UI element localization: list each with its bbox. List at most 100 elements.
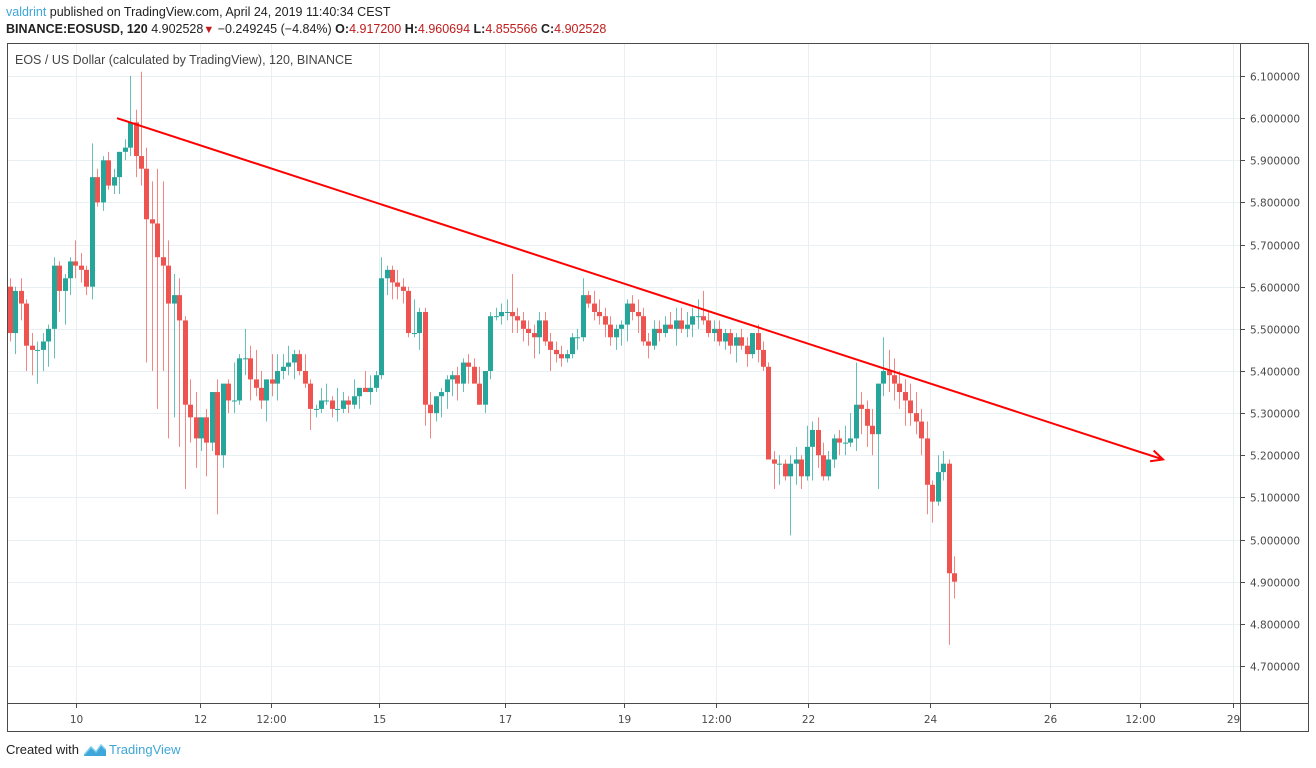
candle[interactable] <box>897 370 902 409</box>
candle[interactable] <box>199 417 204 452</box>
candle[interactable] <box>30 333 35 376</box>
candle[interactable] <box>281 354 286 380</box>
candle[interactable] <box>101 156 106 211</box>
candle[interactable] <box>565 349 570 363</box>
candle[interactable] <box>668 311 673 329</box>
candle[interactable] <box>188 379 193 443</box>
candle[interactable] <box>483 370 488 414</box>
candle[interactable] <box>608 316 613 346</box>
candle[interactable] <box>581 278 586 342</box>
candle[interactable] <box>183 316 188 489</box>
candle[interactable] <box>379 257 384 380</box>
candle[interactable] <box>788 455 793 536</box>
candle[interactable] <box>848 413 853 447</box>
candle[interactable] <box>46 324 51 367</box>
candle[interactable] <box>466 354 471 384</box>
candle[interactable] <box>84 265 89 296</box>
trendline-segment[interactable] <box>116 117 1164 461</box>
candle[interactable] <box>8 278 13 342</box>
candle[interactable] <box>128 76 133 157</box>
candle[interactable] <box>947 459 952 645</box>
candle[interactable] <box>254 349 259 397</box>
candle[interactable] <box>739 328 744 350</box>
candle[interactable] <box>428 392 433 439</box>
candle[interactable] <box>248 345 253 401</box>
candle[interactable] <box>548 333 553 371</box>
candle[interactable] <box>908 383 913 426</box>
candle[interactable] <box>226 379 231 414</box>
candle[interactable] <box>636 299 641 334</box>
candle[interactable] <box>237 354 242 405</box>
candle[interactable] <box>395 269 400 300</box>
candle[interactable] <box>575 328 580 350</box>
candle[interactable] <box>264 379 269 422</box>
candle[interactable] <box>63 274 68 325</box>
candle[interactable] <box>723 328 728 350</box>
candle[interactable] <box>488 311 493 380</box>
candle[interactable] <box>477 366 482 405</box>
candle[interactable] <box>936 455 941 506</box>
candle[interactable] <box>499 303 504 325</box>
candle[interactable] <box>521 311 526 342</box>
candle[interactable] <box>324 383 329 405</box>
candle[interactable] <box>139 71 144 186</box>
candle[interactable] <box>881 337 886 397</box>
candle[interactable] <box>155 168 160 409</box>
candle[interactable] <box>243 328 248 376</box>
candle[interactable] <box>123 139 128 161</box>
trendline[interactable] <box>116 117 1166 463</box>
candle[interactable] <box>259 370 264 409</box>
candle[interactable] <box>663 316 668 338</box>
candle[interactable] <box>777 455 782 485</box>
candle[interactable] <box>286 345 291 376</box>
candle[interactable] <box>292 349 297 380</box>
candle[interactable] <box>106 151 111 190</box>
candle[interactable] <box>112 168 117 194</box>
candlestick-chart[interactable]: 6.100000 6.000000 5.900000 5.800000 5.700000… <box>0 0 1316 740</box>
candle[interactable] <box>532 324 537 359</box>
candle[interactable] <box>341 392 346 414</box>
candle[interactable] <box>952 556 957 599</box>
candle[interactable] <box>335 387 340 422</box>
candle[interactable] <box>297 349 302 376</box>
candle[interactable] <box>439 387 444 418</box>
candle[interactable] <box>330 396 335 418</box>
candle[interactable] <box>597 299 602 325</box>
candle[interactable] <box>79 252 84 283</box>
candle[interactable] <box>537 311 542 355</box>
candle[interactable] <box>423 307 428 426</box>
time-axis[interactable]: 10 12 12:00 15 17 19 12:00 22 24 26 12:00 29 <box>70 703 1240 726</box>
candle[interactable] <box>308 379 313 430</box>
candle[interactable] <box>930 480 935 523</box>
candle[interactable] <box>706 311 711 338</box>
candle[interactable] <box>837 429 842 456</box>
candle[interactable] <box>52 257 57 359</box>
candle[interactable] <box>35 341 40 384</box>
candle[interactable] <box>41 333 46 371</box>
candle[interactable] <box>357 387 362 409</box>
candle[interactable] <box>417 307 422 350</box>
candle[interactable] <box>641 307 646 346</box>
candle[interactable] <box>385 265 390 296</box>
candle[interactable] <box>406 286 411 338</box>
candle[interactable] <box>843 425 848 456</box>
candle[interactable] <box>526 320 531 346</box>
candle[interactable] <box>859 392 864 435</box>
candle[interactable] <box>794 446 799 485</box>
candle[interactable] <box>701 290 706 325</box>
candle[interactable] <box>543 311 548 346</box>
candle[interactable] <box>346 396 351 414</box>
candle[interactable] <box>679 307 684 334</box>
candle[interactable] <box>412 299 417 338</box>
candle[interactable] <box>717 320 722 346</box>
candle[interactable] <box>73 240 78 279</box>
candle[interactable] <box>150 181 155 371</box>
candle[interactable] <box>57 261 62 312</box>
candle[interactable] <box>614 324 619 350</box>
candle[interactable] <box>756 324 761 363</box>
candle[interactable] <box>363 370 368 393</box>
candle[interactable] <box>210 392 215 452</box>
candle[interactable] <box>177 278 182 447</box>
candle[interactable] <box>685 311 690 338</box>
candle[interactable] <box>919 408 924 456</box>
